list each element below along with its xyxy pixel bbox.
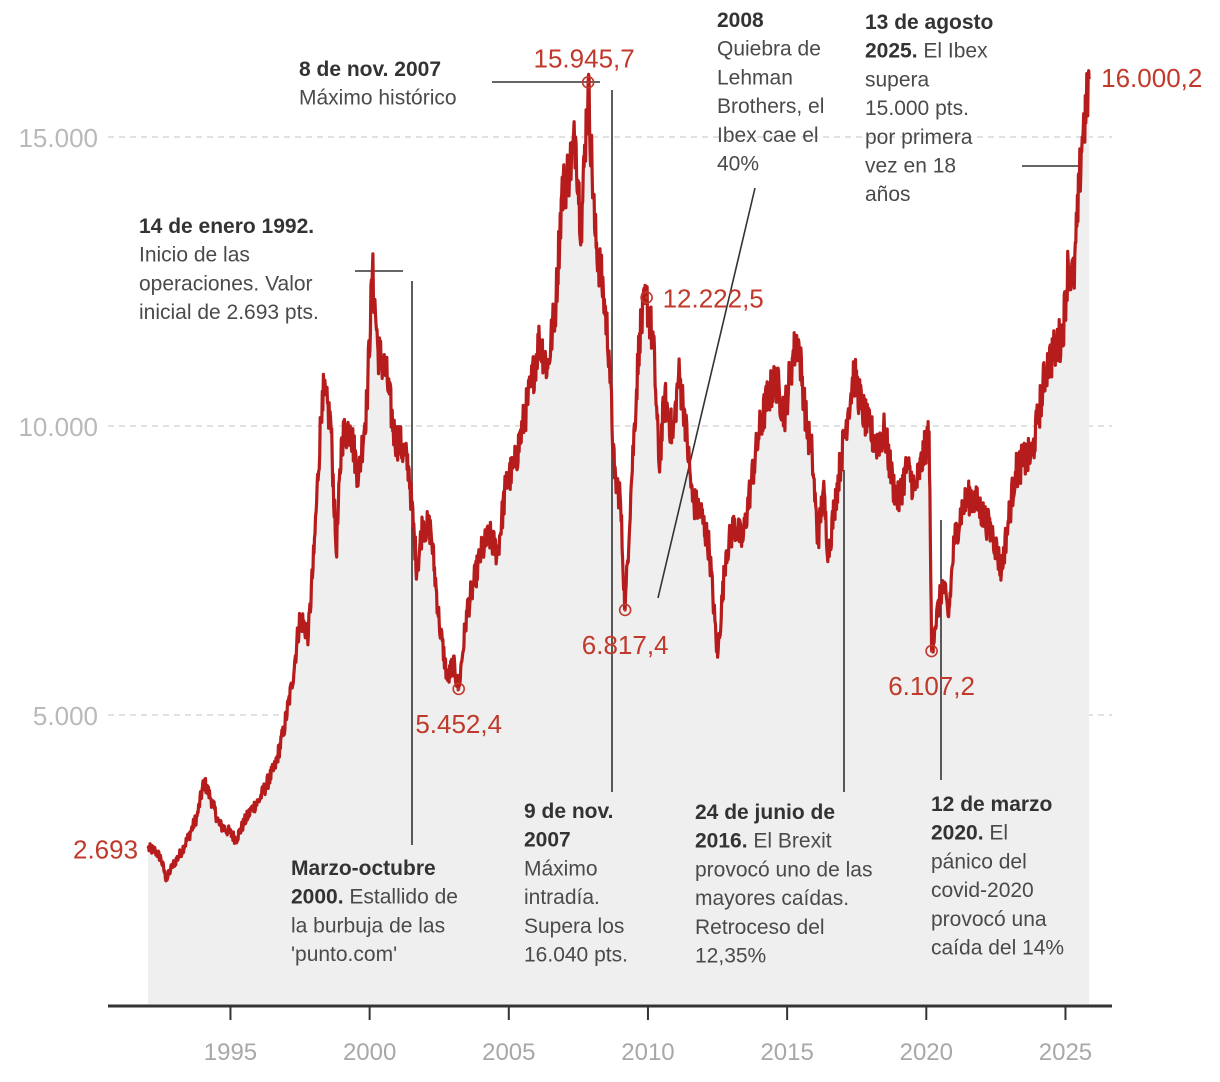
annotation-heading: 2007	[524, 829, 571, 852]
annotation-brexit: 24 de junio de 2016. El Brexit provocó uno…	[695, 801, 872, 968]
ibex-area	[148, 70, 1090, 1004]
annotation-text: covid-2020	[931, 879, 1034, 902]
annotation-text: El Brexit	[748, 830, 832, 853]
peak-marker	[452, 682, 466, 696]
annotation-text: años	[865, 183, 911, 206]
ibex-line	[146, 69, 1091, 883]
annotation-heading: 2008	[717, 9, 764, 32]
annotation-text: provocó una	[931, 908, 1047, 931]
annotation-intradia: 9 de nov. 2007 Máximo intradía. Supera los 16…	[524, 800, 628, 967]
annotation-heading: Marzo-octubre	[291, 857, 436, 880]
y-tick-label: 10.000	[18, 412, 98, 442]
annotation-text: 40%	[717, 153, 759, 176]
annotation-text: 'punto.com'	[291, 943, 397, 966]
value-label: 6.107,2	[888, 671, 975, 701]
value-labels: 2.693 5.452,4 15.945,7 6.817,4 12.222,5 6.107…	[73, 43, 1202, 864]
annotation-text: por primera	[865, 126, 973, 149]
annotation-heading: 8 de nov. 2007	[299, 58, 441, 81]
annotation-text: Lehman	[717, 66, 793, 89]
annotation-text: supera	[865, 68, 930, 91]
annotation-maximo-historico: 8 de nov. 2007 Máximo histórico	[299, 58, 457, 110]
annotation-text: operaciones. Valor	[139, 272, 313, 295]
annotation-puntocom: Marzo-octubre 2000. Estallido de la burbuj…	[291, 857, 458, 966]
value-label: 16.000,2	[1101, 63, 1202, 93]
annotation-text: provocó uno de las	[695, 858, 872, 881]
x-tick-label: 2020	[900, 1039, 953, 1066]
annotation-text: Supera los	[524, 915, 624, 938]
peak-marker-dot	[586, 81, 590, 84]
annotation-text: 16.040 pts.	[524, 944, 628, 967]
annotation-heading: 2000.	[291, 886, 344, 909]
annotation-text: Retroceso del	[695, 916, 825, 939]
x-tick-label: 2005	[482, 1039, 535, 1066]
peak-marker-dot	[623, 608, 627, 612]
annotation-heading: 2016.	[695, 830, 748, 853]
annotation-text: mayores caídas.	[695, 887, 849, 910]
annotation-text: Brothers, el	[717, 95, 824, 118]
annotation-heading: 2020.	[931, 822, 984, 845]
peak-marker-dot	[457, 687, 461, 691]
annotation-text: caída del 14%	[931, 937, 1064, 960]
x-axis-ticks: 1995 2000 2005 2010 2015 2020 2025	[204, 1006, 1092, 1066]
annotation-covid: 12 de marzo 2020. El pánico del covid-2020 p…	[931, 793, 1064, 960]
y-axis-ticks: 5.000 10.000 15.000	[18, 123, 98, 731]
annotation-agosto-2025: 13 de agosto 2025. El Ibex supera 15.000 pt…	[865, 11, 993, 206]
x-tick-label: 1995	[204, 1039, 257, 1066]
annotation-heading: 13 de agosto	[865, 11, 993, 34]
peak-marker	[640, 291, 653, 304]
annotation-heading: 14 de enero 1992.	[139, 215, 314, 238]
annotation-heading: 12 de marzo	[931, 793, 1052, 816]
value-label: 2.693	[73, 834, 138, 864]
annotation-text: inicial de 2.693 pts.	[139, 301, 319, 324]
annotation-text: El	[984, 822, 1009, 845]
annotation-heading: 9 de nov.	[524, 800, 613, 823]
annotation-text: El Ibex	[918, 40, 989, 63]
annotation-text: 15.000 pts.	[865, 97, 969, 120]
value-label: 5.452,4	[415, 709, 502, 739]
annotation-text: Máximo	[524, 857, 598, 880]
annotation-text: Inicio de las	[139, 244, 250, 267]
annotation-text: 12,35%	[695, 945, 766, 968]
x-tick-label: 2025	[1039, 1039, 1092, 1066]
y-tick-label: 5.000	[33, 701, 98, 731]
annotations: 14 de enero 1992. Inicio de las operacione…	[139, 9, 1064, 968]
annotation-heading: 2025.	[865, 40, 918, 63]
annotation-text: vez en 18	[865, 155, 956, 178]
leader-line	[657, 187, 756, 599]
peak-marker	[618, 603, 632, 617]
annotation-lehman: 2008 Quiebra de Lehman Brothers, el Ibex cae…	[717, 9, 824, 176]
value-label: 6.817,4	[582, 630, 669, 660]
annotation-inicio: 14 de enero 1992. Inicio de las operacione…	[139, 215, 319, 324]
annotation-text: intradía.	[524, 886, 600, 909]
peak-marker-dot	[930, 649, 933, 653]
value-label: 15.945,7	[534, 43, 635, 73]
annotation-heading: 24 de junio de	[695, 801, 835, 824]
peak-marker-dot	[645, 296, 648, 299]
x-tick-label: 2010	[621, 1039, 674, 1066]
peak-marker	[581, 76, 595, 89]
annotation-text: pánico del	[931, 850, 1027, 873]
x-tick-label: 2015	[760, 1039, 813, 1066]
annotation-text: la burbuja de las	[291, 914, 445, 937]
value-label: 12.222,5	[663, 284, 764, 314]
peak-marker	[925, 644, 938, 658]
annotation-text: Ibex cae el	[717, 124, 819, 147]
x-tick-label: 2000	[343, 1039, 396, 1066]
annotation-text: Quiebra de	[717, 38, 821, 61]
annotation-text: Máximo histórico	[299, 87, 457, 110]
annotation-text: Estallido de	[344, 886, 458, 909]
y-tick-label: 15.000	[18, 123, 98, 153]
